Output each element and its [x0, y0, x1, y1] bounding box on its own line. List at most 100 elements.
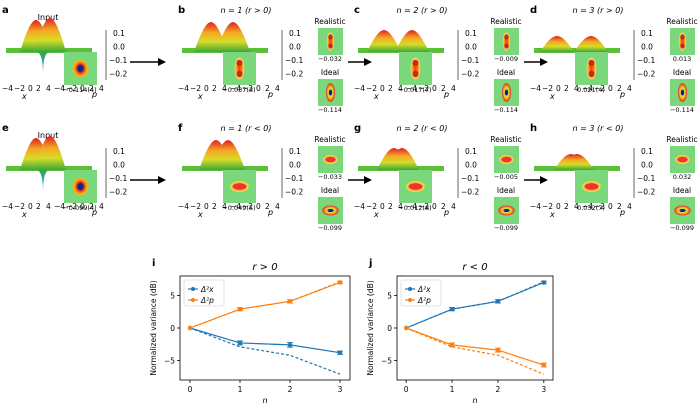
legend-marker — [408, 287, 412, 291]
x-axis-label: x — [373, 92, 379, 101]
arrow-head — [364, 176, 372, 184]
z-tick: 0.1 — [289, 29, 301, 38]
inset-c-lobe — [412, 70, 419, 78]
p-tick: −4 — [582, 202, 593, 211]
panel-title: Input — [38, 13, 59, 22]
surface-peak — [574, 36, 608, 52]
data-point — [449, 306, 455, 312]
x-tick: −2 — [366, 84, 377, 93]
z-tick: 0.1 — [465, 147, 477, 156]
z-tick: 0.0 — [289, 161, 301, 170]
realistic-value: −0.032 — [318, 55, 342, 63]
z-tick: 0.1 — [113, 147, 125, 156]
ideal-value: −0.099 — [494, 224, 518, 232]
y-tick-label: 0 — [387, 324, 392, 333]
x-tick: −2 — [190, 202, 201, 211]
x-tick: 2 — [36, 84, 41, 93]
z-tick: −0.2 — [109, 188, 127, 197]
legend-label: Δ²p — [200, 296, 214, 305]
x-tick: −4 — [2, 84, 13, 93]
z-tick: 0.1 — [113, 29, 125, 38]
x-tick: 2 — [564, 84, 569, 93]
ideal-label: Ideal — [321, 68, 339, 77]
data-point — [495, 347, 501, 353]
z-tick: −0.2 — [285, 188, 303, 197]
surface-peak — [540, 36, 574, 52]
y-tick-label: 0 — [170, 324, 175, 333]
x-tick-label: 1 — [450, 385, 455, 394]
p-tick: 2 — [617, 202, 622, 211]
x-tick-label: 3 — [541, 385, 546, 394]
realistic-label: Realistic — [666, 17, 697, 26]
x-tick: 4 — [398, 202, 403, 211]
panel-letter: b — [178, 5, 185, 16]
x-tick-label: 0 — [188, 385, 193, 394]
p-tick: 2 — [89, 84, 94, 93]
x-axis-label: x — [21, 92, 27, 101]
panel-title: n = 1 (r < 0) — [221, 124, 272, 133]
realistic-label: Realistic — [490, 17, 521, 26]
p-tick: 4 — [99, 202, 104, 211]
x-tick: 2 — [212, 202, 217, 211]
inset-value: −0.114(4) — [63, 86, 96, 94]
surface-peak — [34, 18, 66, 52]
ideal-label: Ideal — [673, 186, 691, 195]
x-axis-label: x — [549, 210, 555, 219]
y-tick-label: −5 — [381, 357, 392, 366]
realistic-label: Realistic — [314, 135, 345, 144]
legend-marker — [408, 298, 412, 302]
x-tick: 0 — [204, 84, 209, 93]
realistic-f-lobe — [325, 156, 336, 163]
series-line — [189, 327, 341, 354]
x-tick-label: 3 — [338, 385, 343, 394]
realistic-label: Realistic — [666, 135, 697, 144]
ideal-series-line — [189, 281, 341, 329]
p-tick: 0 — [80, 84, 85, 93]
arrow-head — [158, 176, 166, 184]
p-axis-label: p — [267, 208, 273, 217]
arrow-head — [540, 58, 548, 66]
x-tick: −4 — [2, 202, 13, 211]
z-tick: 0.1 — [289, 147, 301, 156]
surface-dip — [36, 52, 50, 74]
z-tick: −0.2 — [461, 188, 479, 197]
surface-peak — [395, 30, 429, 52]
z-tick: 0.0 — [113, 43, 125, 52]
panel-letter: h — [530, 123, 537, 134]
chart-title: r > 0 — [252, 262, 277, 273]
data-point — [337, 350, 343, 355]
z-tick: 0.0 — [289, 43, 301, 52]
x-tick: −4 — [530, 202, 541, 211]
x-tick-label: 2 — [496, 385, 501, 394]
x-tick: −4 — [354, 202, 365, 211]
x-tick: −4 — [178, 84, 189, 93]
surface-peak — [385, 148, 419, 170]
ideal-value: −0.114 — [670, 106, 694, 114]
p-tick: −2 — [66, 202, 77, 211]
z-tick: −0.2 — [461, 70, 479, 79]
z-tick: 0.0 — [113, 161, 125, 170]
ideal-label: Ideal — [497, 186, 515, 195]
x-axis-label: x — [197, 210, 203, 219]
x-tick: −4 — [354, 84, 365, 93]
panel-title: n = 1 (r > 0) — [221, 6, 272, 15]
inset-value: 0.021(4) — [577, 86, 605, 94]
ideal-value: −0.114 — [494, 106, 518, 114]
y-axis-label: Normalized variance (dB) — [366, 280, 375, 375]
panel-title: Input — [38, 131, 59, 140]
legend-label: Δ²x — [200, 285, 214, 294]
panel-letter: f — [178, 123, 183, 134]
panel-title: n = 2 (r > 0) — [397, 6, 448, 15]
p-axis-label: p — [91, 208, 97, 217]
realistic-label: Realistic — [490, 135, 521, 144]
x-tick: −2 — [542, 84, 553, 93]
p-tick: −2 — [66, 84, 77, 93]
x-tick: 0 — [204, 202, 209, 211]
panel-letter: d — [530, 5, 537, 16]
realistic-g-lobe — [501, 156, 512, 163]
inset-b-lobe — [236, 59, 243, 67]
